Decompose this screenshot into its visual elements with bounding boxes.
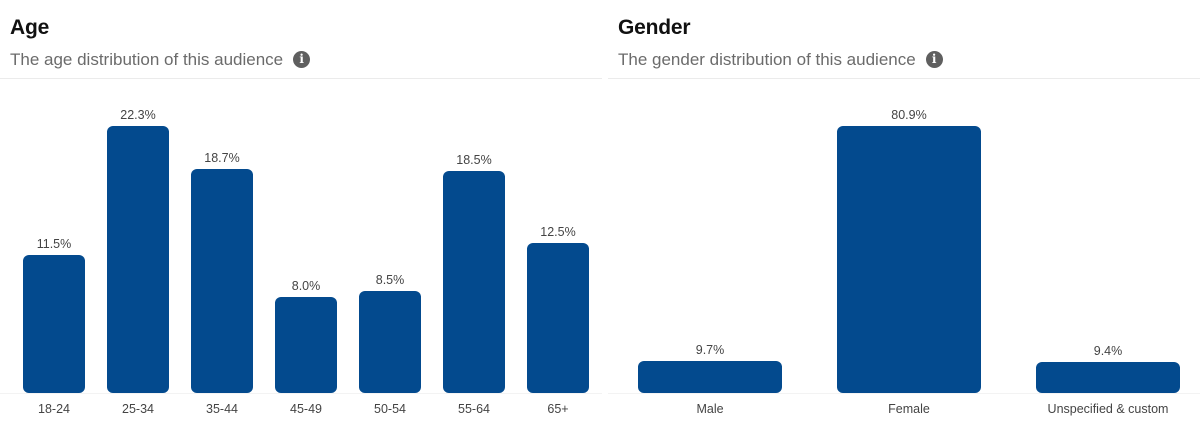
age-bar-column: 11.5% 18-24 <box>23 100 85 426</box>
gender-bar-value: 9.4% <box>1093 344 1123 358</box>
age-bar-label: 18-24 <box>38 402 70 416</box>
age-bar-label: 35-44 <box>206 402 238 416</box>
age-bar-label: 45-49 <box>290 402 322 416</box>
age-divider <box>0 78 602 79</box>
gender-bar[interactable] <box>1036 362 1180 393</box>
age-title: Age <box>10 16 50 39</box>
gender-bar-chart: 9.7% Male 80.9% Female 9.4% Unspecified & cus… <box>608 100 1200 426</box>
gender-divider <box>608 78 1200 79</box>
gender-bar[interactable] <box>837 126 981 393</box>
gender-bar[interactable] <box>638 361 782 393</box>
age-bar-label: 25-34 <box>122 402 154 416</box>
age-bar[interactable] <box>23 255 85 393</box>
age-bar[interactable] <box>443 171 505 393</box>
gender-bar-column: 9.7% Male <box>638 100 782 426</box>
age-bar-chart: 11.5% 18-24 22.3% 25-34 18.7% 35-44 8.0% 45-49 8… <box>0 100 602 426</box>
age-bar-label: 65+ <box>547 402 569 416</box>
age-bar-column: 12.5% 65+ <box>527 100 589 426</box>
gender-bar-label: Female <box>888 402 930 416</box>
age-baseline <box>0 393 602 394</box>
gender-panel: Gender The gender distribution of this a… <box>608 0 1200 426</box>
age-panel: Age The age distribution of this audienc… <box>0 16 602 426</box>
age-bar-column: 18.5% 55-64 <box>443 100 505 426</box>
age-bar-column: 8.0% 45-49 <box>275 100 337 426</box>
age-bar-column: 22.3% 25-34 <box>107 100 169 426</box>
gender-subtitle: The gender distribution of this audience… <box>618 50 943 70</box>
age-bar-value: 11.5% <box>36 237 72 251</box>
gender-bar-column: 9.4% Unspecified & custom <box>1036 100 1180 426</box>
age-bar[interactable] <box>527 243 589 393</box>
gender-baseline <box>608 393 1200 394</box>
age-bar-value: 12.5% <box>540 225 576 239</box>
age-bar-column: 8.5% 50-54 <box>359 100 421 426</box>
gender-title: Gender <box>618 16 691 39</box>
gender-bar-value: 80.9% <box>891 108 927 122</box>
age-bar-value: 8.0% <box>291 279 321 293</box>
age-bar-label: 50-54 <box>374 402 406 416</box>
age-bar-column: 18.7% 35-44 <box>191 100 253 426</box>
age-bar-value: 18.7% <box>204 151 240 165</box>
info-icon[interactable]: i <box>293 50 311 68</box>
age-bar-value: 8.5% <box>375 273 405 287</box>
age-bar[interactable] <box>191 169 253 393</box>
age-bar-value: 18.5% <box>456 153 492 167</box>
info-icon[interactable]: i <box>925 50 943 68</box>
gender-bar-label: Male <box>696 402 724 416</box>
gender-bar-column: 80.9% Female <box>837 100 981 426</box>
gender-bar-value: 9.7% <box>695 343 725 357</box>
age-subtitle-text: The age distribution of this audience <box>10 50 284 69</box>
age-bar-label: 55-64 <box>458 402 490 416</box>
gender-bar-label: Unspecified & custom <box>1047 402 1169 416</box>
age-bar[interactable] <box>107 126 169 393</box>
age-bar[interactable] <box>359 291 421 393</box>
age-subtitle: The age distribution of this audience i <box>10 50 311 70</box>
age-bar-value: 22.3% <box>120 108 156 122</box>
gender-subtitle-text: The gender distribution of this audience <box>618 50 916 69</box>
age-bar[interactable] <box>275 297 337 393</box>
